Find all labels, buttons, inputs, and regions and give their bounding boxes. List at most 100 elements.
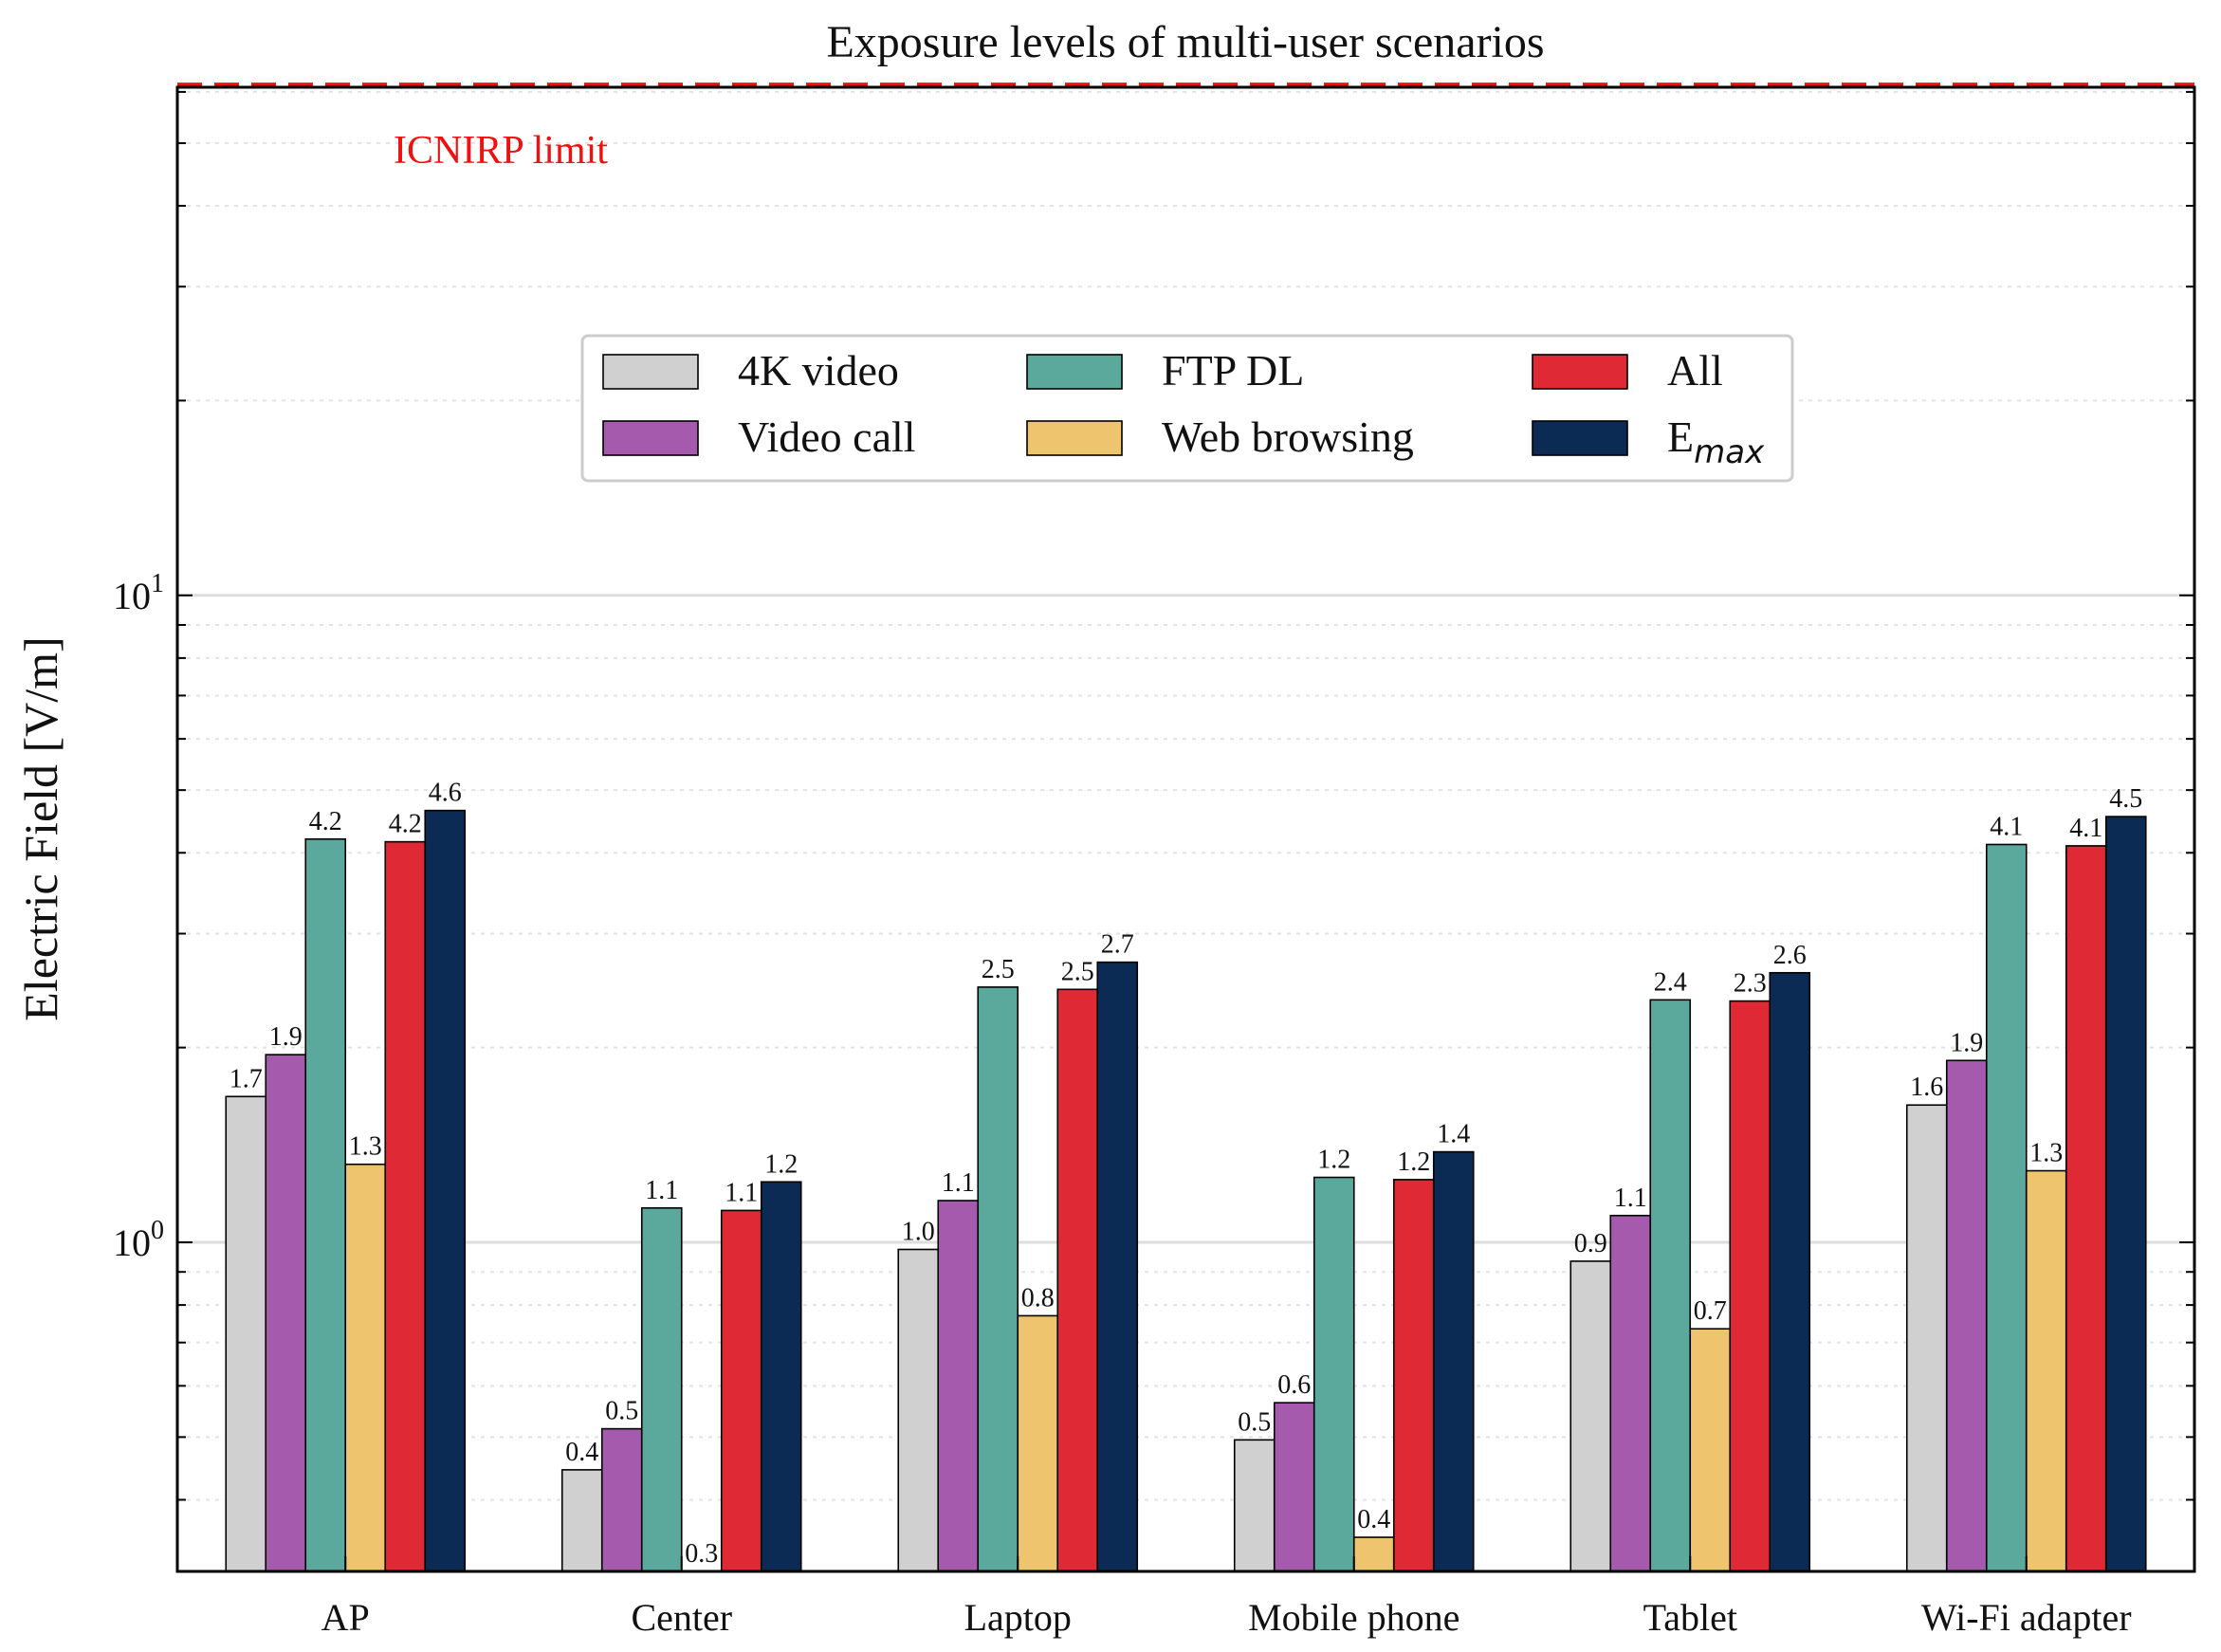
- bar-value-label: 0.8: [1021, 1283, 1055, 1312]
- bar: [384, 840, 427, 1572]
- y-tick-exponent: 0: [151, 1216, 164, 1245]
- y-tick-label: 101: [113, 569, 164, 617]
- bar: [1609, 1214, 1652, 1572]
- bar: [2065, 845, 2107, 1572]
- legend-swatch: [1026, 354, 1123, 390]
- bar: [1729, 1000, 1771, 1572]
- bar: [1312, 1176, 1355, 1572]
- bar-value-label: 0.4: [1357, 1505, 1390, 1534]
- bar-value-label: 1.7: [229, 1064, 263, 1093]
- bar: [560, 1469, 603, 1572]
- bar: [225, 1095, 267, 1572]
- bar: [1392, 1179, 1435, 1572]
- bar: [937, 1200, 980, 1572]
- bar: [1096, 961, 1139, 1572]
- legend-swatch: [1532, 420, 1628, 456]
- legend-label-name: E: [1667, 413, 1694, 461]
- bar-value-label: 2.3: [1734, 969, 1767, 999]
- bar: [1985, 843, 2028, 1572]
- bar: [1017, 1314, 1059, 1572]
- bars-layer: 1.71.94.21.34.24.60.40.51.10.31.11.21.01…: [225, 779, 2147, 1572]
- bar: [1233, 1439, 1276, 1572]
- bar-value-label: 2.7: [1101, 930, 1134, 960]
- bar: [1056, 988, 1099, 1572]
- bar-value-label: 0.4: [565, 1438, 598, 1467]
- legend-swatch: [1026, 420, 1123, 456]
- legend-frame: [580, 334, 1794, 483]
- x-tick-label: Wi-Fi adapter: [1921, 1596, 2132, 1639]
- bar-value-label: 1.3: [349, 1132, 382, 1162]
- bar-value-label: 1.1: [1614, 1184, 1647, 1213]
- bar-value-label: 1.1: [942, 1168, 975, 1198]
- y-axis-title: Electric Field [V/m]: [14, 636, 67, 1020]
- y-tick-label: 100: [113, 1216, 164, 1264]
- reference-layer: ICNIRP limit: [177, 83, 2194, 173]
- bar: [897, 1248, 940, 1572]
- legend-label-subscript: max: [1694, 433, 1765, 471]
- bar: [265, 1054, 307, 1572]
- bar-value-label: 1.0: [902, 1217, 935, 1246]
- bar: [1945, 1059, 1988, 1572]
- x-tick-label: Laptop: [964, 1596, 1072, 1639]
- bar-value-label: 1.9: [269, 1022, 303, 1052]
- legend-label: All: [1667, 346, 1723, 395]
- legend-label-name: FTP DL: [1162, 346, 1304, 395]
- bar-value-label: 1.3: [2029, 1139, 2063, 1168]
- bar: [1432, 1150, 1475, 1572]
- bar: [1569, 1260, 1612, 1572]
- bar: [2104, 816, 2147, 1572]
- legend-label: Web browsing: [1162, 413, 1414, 461]
- legend-swatch: [1532, 354, 1628, 390]
- bar-value-label: 1.2: [1317, 1146, 1350, 1175]
- bar-value-label: 0.7: [1694, 1296, 1727, 1326]
- y-tick-base: 10: [113, 1221, 151, 1264]
- bar-value-label: 0.3: [685, 1539, 718, 1569]
- legend-swatch: [602, 354, 699, 390]
- bar-value-label: 0.9: [1574, 1229, 1607, 1258]
- bar-value-label: 4.5: [2109, 784, 2142, 814]
- bar-value-label: 0.6: [1277, 1370, 1311, 1400]
- legend-label: Emax: [1667, 413, 1765, 471]
- bar-value-label: 4.2: [389, 810, 422, 839]
- bar: [720, 1209, 762, 1572]
- bar: [344, 1163, 387, 1572]
- bar: [2025, 1169, 2067, 1572]
- bar-value-label: 1.9: [1950, 1028, 1983, 1057]
- x-tick-label: AP: [321, 1596, 370, 1639]
- bar: [1352, 1536, 1395, 1572]
- bar-value-label: 1.4: [1437, 1120, 1470, 1149]
- bar: [1769, 971, 1811, 1572]
- grid-layer: [177, 90, 2194, 1501]
- y-tick-base: 10: [113, 575, 151, 617]
- bar-value-label: 4.1: [1990, 812, 2023, 841]
- bar-value-label: 4.6: [429, 779, 462, 808]
- bar-value-label: 2.5: [1061, 957, 1094, 986]
- legend-label-name: Video call: [738, 413, 916, 461]
- bar-value-label: 0.5: [1238, 1407, 1271, 1437]
- bar-value-label: 1.1: [725, 1178, 758, 1207]
- legend-label-name: All: [1667, 346, 1723, 395]
- y-tick-exponent: 1: [151, 569, 164, 598]
- legend-swatch: [602, 420, 699, 456]
- bar: [640, 1206, 683, 1572]
- bar: [424, 809, 467, 1572]
- bar-value-label: 2.5: [982, 955, 1015, 984]
- legend-label-name: 4K video: [738, 346, 899, 395]
- bar-value-label: 2.6: [1773, 941, 1807, 970]
- bar-value-label: 4.1: [2069, 814, 2102, 843]
- x-tick-label: Tablet: [1643, 1596, 1737, 1639]
- bar: [600, 1427, 643, 1572]
- icnirp-limit-label: ICNIRP limit: [394, 129, 608, 173]
- bar-value-label: 1.1: [645, 1176, 678, 1205]
- bar-value-label: 1.6: [1910, 1073, 1943, 1102]
- legend: 4K video Video call FTP DL Web browsing All E…: [580, 334, 1794, 483]
- bar-value-label: 4.2: [309, 807, 342, 836]
- bar: [304, 837, 347, 1572]
- bar: [977, 986, 1019, 1572]
- x-tick-label: Center: [631, 1596, 732, 1639]
- bar-value-label: 1.2: [1397, 1147, 1430, 1177]
- bar: [1273, 1402, 1315, 1572]
